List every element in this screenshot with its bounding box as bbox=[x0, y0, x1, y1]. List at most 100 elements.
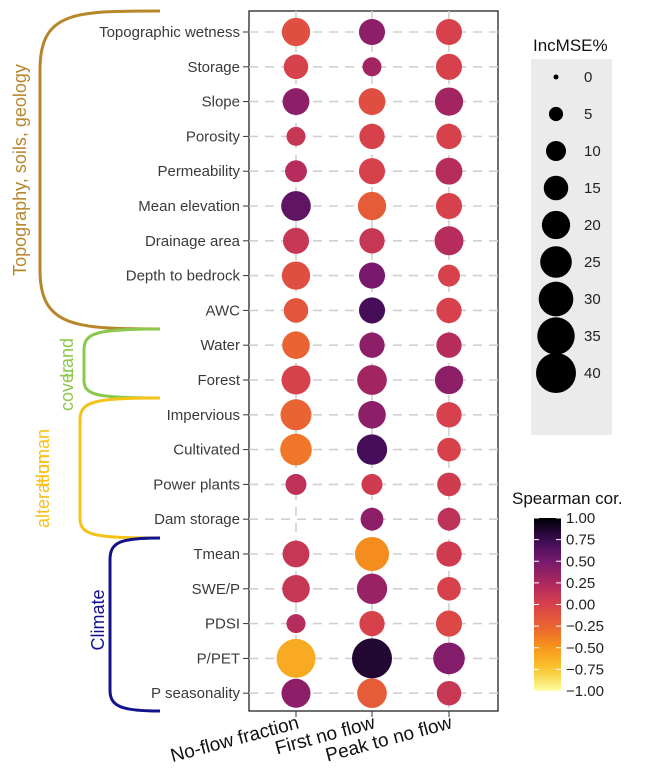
data-point bbox=[282, 540, 310, 568]
data-point bbox=[354, 536, 390, 572]
size-legend-label: 25 bbox=[584, 254, 601, 271]
data-point bbox=[286, 614, 306, 634]
data-point bbox=[437, 437, 461, 462]
size-legend-label: 10 bbox=[584, 143, 601, 160]
y-tick-label: Topographic wetness bbox=[99, 24, 240, 41]
group-label-2-1: alteration bbox=[33, 454, 53, 528]
data-point bbox=[435, 192, 463, 220]
size-legend-dot bbox=[553, 74, 559, 80]
data-point bbox=[357, 191, 387, 221]
size-legend-label: 30 bbox=[584, 291, 601, 308]
data-point bbox=[281, 17, 311, 47]
size-legend-label: 35 bbox=[584, 328, 601, 345]
size-legend-dot bbox=[538, 281, 574, 317]
y-tick-label: P/PET bbox=[197, 650, 240, 667]
group-brace-1 bbox=[82, 327, 161, 400]
y-tick-label: P seasonality bbox=[151, 685, 240, 702]
color-legend-label: 0.25 bbox=[566, 575, 595, 592]
size-legend-dot bbox=[537, 317, 575, 355]
data-point bbox=[434, 226, 464, 256]
data-point bbox=[434, 87, 464, 116]
data-point bbox=[436, 297, 462, 324]
data-point bbox=[357, 365, 387, 395]
data-point bbox=[436, 123, 462, 150]
color-legend-label: −0.50 bbox=[566, 640, 604, 657]
data-point bbox=[437, 507, 461, 531]
y-tick-label: Dam storage bbox=[154, 511, 240, 528]
color-legend-label: 0.50 bbox=[566, 553, 595, 570]
data-point bbox=[282, 331, 310, 359]
data-point bbox=[435, 610, 463, 637]
data-point bbox=[280, 399, 312, 431]
data-point bbox=[359, 332, 385, 358]
size-legend-label: 40 bbox=[584, 365, 601, 382]
y-tick-label: Storage bbox=[187, 59, 240, 76]
size-legend-label: 0 bbox=[584, 69, 592, 86]
size-legend-dot bbox=[546, 141, 566, 161]
data-point bbox=[358, 158, 386, 185]
data-point bbox=[283, 298, 309, 323]
color-legend-label: −0.25 bbox=[566, 618, 604, 635]
data-point bbox=[357, 678, 387, 709]
group-label-1-1: cover bbox=[57, 367, 77, 411]
data-point bbox=[358, 18, 386, 46]
data-point bbox=[281, 261, 311, 290]
y-tick-label: Impervious bbox=[167, 407, 240, 424]
data-point bbox=[358, 88, 386, 116]
size-legend-dot bbox=[541, 210, 571, 240]
data-point bbox=[281, 365, 311, 395]
group-brace-3 bbox=[108, 536, 161, 713]
data-point bbox=[281, 191, 311, 221]
data-point bbox=[352, 638, 392, 679]
color-legend: Spearman cor. 1.00 0.75 0.50 0.25 0.00 −0.25 −0… bbox=[512, 489, 623, 700]
y-tick-label: Permeability bbox=[157, 163, 240, 180]
data-point bbox=[359, 123, 385, 150]
data-point bbox=[435, 53, 463, 80]
data-point bbox=[435, 18, 463, 46]
data-point bbox=[433, 642, 465, 675]
size-legend-label: 20 bbox=[584, 217, 601, 234]
size-legend-label: 15 bbox=[584, 180, 601, 197]
y-tick-label: SWE/P bbox=[192, 581, 240, 598]
y-tick-label: Tmean bbox=[193, 546, 240, 563]
y-tick-label: Porosity bbox=[186, 128, 241, 145]
data-point bbox=[285, 160, 307, 183]
group-brace-2 bbox=[78, 396, 161, 540]
data-point bbox=[276, 638, 316, 678]
data-point bbox=[360, 507, 384, 531]
data-point bbox=[436, 332, 462, 358]
size-legend: IncMSE% 0 5 10 15 20 25 30 35 40 bbox=[531, 36, 612, 435]
y-tick-label: Water bbox=[201, 337, 240, 354]
data-point bbox=[282, 88, 310, 116]
dot-marks bbox=[276, 17, 465, 709]
color-legend-label: −0.75 bbox=[566, 661, 604, 678]
data-point bbox=[362, 57, 382, 77]
size-legend-dot bbox=[536, 353, 576, 393]
color-legend-label: 1.00 bbox=[566, 510, 595, 527]
color-legend-label: 0.75 bbox=[566, 532, 595, 549]
group-label-3: Climate bbox=[88, 589, 108, 650]
data-point bbox=[436, 541, 462, 567]
data-point bbox=[359, 228, 385, 254]
group-brace-0 bbox=[38, 9, 161, 331]
y-tick-label: Cultivated bbox=[173, 442, 240, 459]
size-legend-dot bbox=[543, 175, 569, 201]
data-point bbox=[281, 678, 311, 708]
data-point bbox=[358, 401, 386, 429]
data-point bbox=[286, 126, 306, 146]
group-label-0: Topography, soils, geology bbox=[10, 64, 30, 276]
y-tick-label: Drainage area bbox=[145, 233, 241, 250]
color-legend-label: 0.00 bbox=[566, 597, 595, 614]
y-tick-label: Slope bbox=[202, 94, 240, 111]
data-point bbox=[361, 473, 383, 495]
size-legend-label: 5 bbox=[584, 106, 592, 123]
size-legend-dot bbox=[548, 106, 564, 122]
y-tick-label: Mean elevation bbox=[138, 198, 240, 215]
data-point bbox=[434, 365, 464, 395]
data-point bbox=[356, 573, 388, 604]
data-point bbox=[359, 610, 385, 637]
data-point bbox=[438, 264, 460, 287]
data-point bbox=[437, 576, 461, 601]
data-point bbox=[285, 473, 307, 495]
